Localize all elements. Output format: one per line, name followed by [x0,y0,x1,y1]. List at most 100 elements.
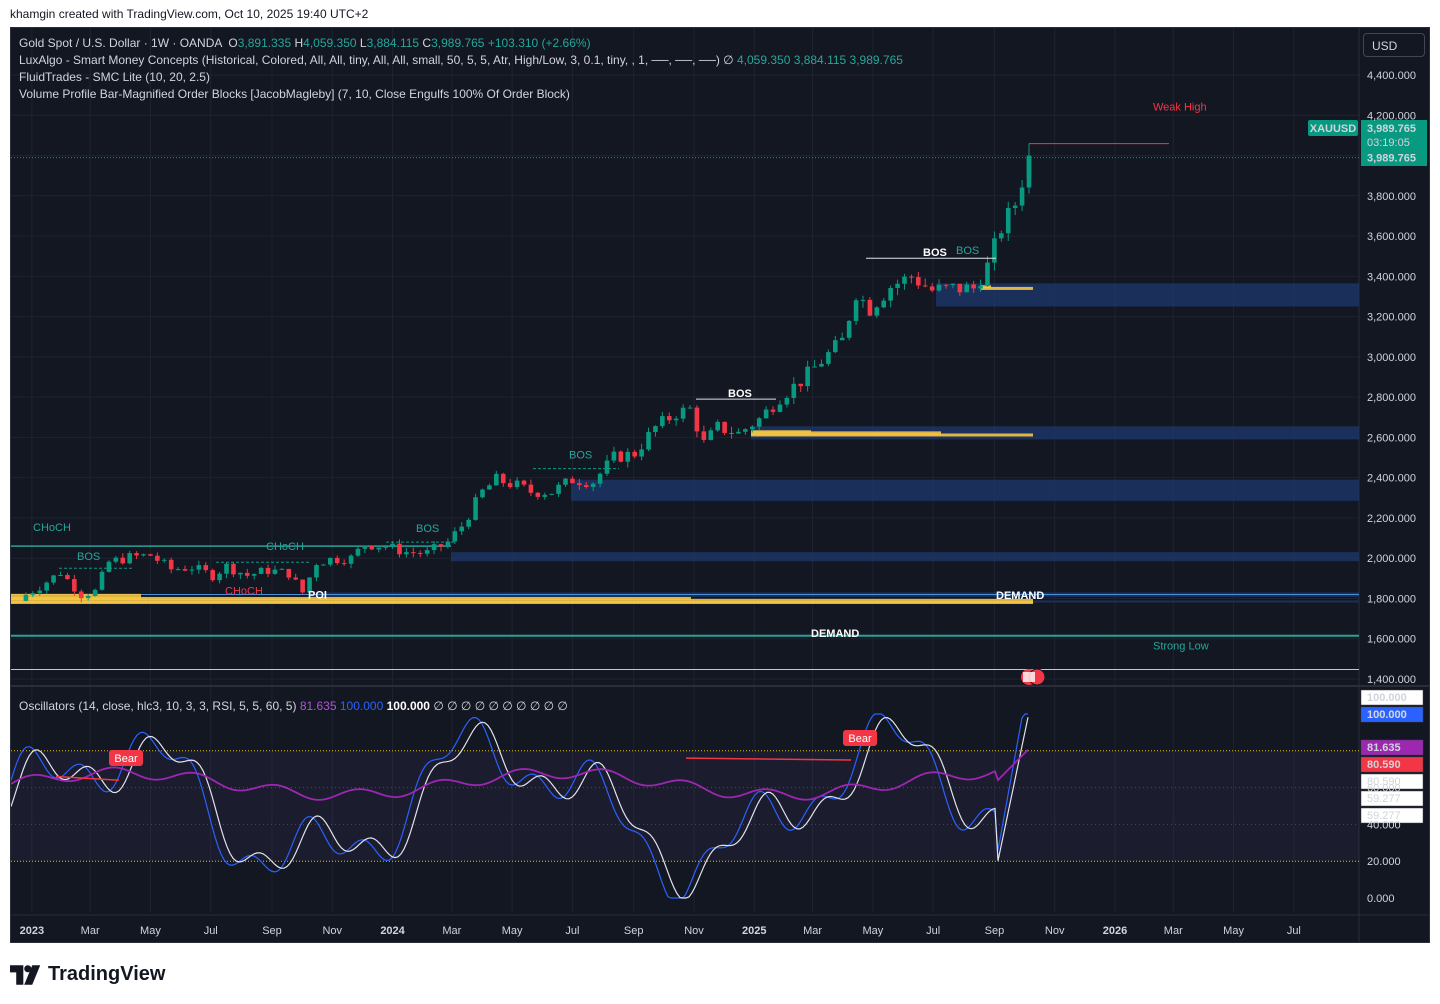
candle-body [666,416,672,421]
candle-body [943,284,949,286]
demand-label-upper: DEMAND [996,590,1044,602]
candle-body [148,554,153,556]
price-tick-label: 3,600.000 [1367,231,1416,243]
candle-body [867,299,873,316]
candle-body [992,238,997,263]
candle-body [106,561,112,572]
choch-label-large: CHoCH [33,522,71,534]
legend-open-label: O [228,36,238,50]
bos-label-2025b: BOS [956,245,979,257]
time-tick-label: Nov [1045,925,1065,937]
legend-oscillators[interactable]: Oscillators (14, close, hlc3, 10, 3, 3, … [19,699,568,713]
time-tick-label: Jul [565,925,579,937]
candle-body [929,286,935,291]
volume-bar [981,285,991,289]
candle-body [182,569,188,571]
candle-body [729,432,734,434]
tradingview-logo-icon [10,964,41,985]
time-tick-label: 2025 [742,925,766,937]
legend-osc-k: 100.000 [339,699,384,713]
candle-body [23,594,29,601]
legend-volume-profile[interactable]: Volume Profile Bar-Magnified Order Block… [19,87,570,101]
stoch-d-line [11,716,1029,899]
osc-value-tag: 100.000 [1367,709,1407,721]
candle-body [334,557,340,564]
candle-body [51,575,56,583]
candle-body [507,483,513,488]
candle-body [660,416,665,427]
symbol-tag-label: XAUUSD [1310,123,1357,135]
candle-body [646,432,651,450]
candle-body [369,545,375,550]
time-tick-label: Nov [322,925,342,937]
oscillator-pane [11,713,1359,899]
tradingview-logo[interactable]: TradingView [10,963,165,986]
candle-body [777,404,783,412]
candle-body [58,575,63,577]
candle-body [846,320,852,338]
legend-luxalgo-text: LuxAlgo - Smart Money Concepts (Historic… [19,53,734,67]
candle-body [860,299,866,301]
legend-symbol: Gold Spot / U.S. Dollar · 1W · OANDA [19,36,222,50]
price-candles [23,143,1032,603]
volume-profile-bars [11,285,1033,604]
candle-body [459,526,465,532]
legend-main[interactable]: Gold Spot / U.S. Dollar · 1W · OANDA O3,… [19,36,591,50]
candle-body [632,451,637,457]
legend-high-label: H [294,36,304,50]
candle-body [687,407,693,409]
candle-body [653,426,658,433]
candle-body [784,397,790,405]
candle-body [258,567,264,574]
candle-body [404,552,409,555]
chart-canvas[interactable]: CHoCH BOS BOS BOS BOS BOS BOS CHoCH CHoCH POI DEMA… [11,28,1430,943]
candle-body [708,430,714,440]
osc-tick-label: 40.000 [1367,819,1401,831]
time-tick-label: Sep [262,925,282,937]
time-tick-label: 2026 [1103,925,1127,937]
order-block-zone [571,479,1359,501]
osc-value-tag-bg [1360,790,1424,807]
choch-label-2023: CHoCH [266,541,304,553]
candle-body [694,407,700,432]
currency-button[interactable]: USD [1363,33,1425,57]
candle-body [680,407,686,419]
candle-body [355,548,361,556]
candle-body [78,591,84,599]
candle-body [1012,205,1018,208]
candle-body [383,546,388,548]
candle-body [556,484,561,494]
volume-bar [751,431,941,436]
osc-value-tag-bg [1360,706,1424,723]
candle-body [175,569,181,571]
legend-high: 4,059.350 [303,36,357,50]
candle-body [805,366,810,387]
legend-osc-text: Oscillators (14, close, hlc3, 10, 3, 3, … [19,699,297,713]
candle-body [92,589,98,596]
candle-body [521,480,527,485]
candle-body [196,565,202,570]
time-tick-label: Mar [442,925,461,937]
bear-divergence-line [55,775,120,781]
candle-body [514,480,520,488]
candle-body [411,552,416,554]
candle-body [307,577,312,593]
rsi-line [11,749,1029,801]
candle-body [763,409,769,419]
legend-luxalgo-values: 4,059.350 3,884.115 3,989.765 [736,53,903,67]
legend-osc-d: 100.000 [386,699,430,713]
stoch-k-line [11,713,1028,899]
legend-fluidtrades[interactable]: FluidTrades - SMC Lite (10, 20, 2.5) [19,70,210,84]
candle-body [231,563,236,575]
price-tick-label: 1,400.000 [1367,674,1416,686]
candle-body [210,570,215,581]
legend-luxalgo[interactable]: LuxAlgo - Smart Money Concepts (Historic… [19,53,903,67]
candle-body [30,593,36,595]
candle-body [300,579,305,593]
bos-label-2025: BOS [923,247,947,259]
price-tick-label: 4,400.000 [1367,70,1416,82]
candle-body [985,262,990,287]
candle-body [487,485,492,490]
legend-osc-rsi: 81.635 [299,699,337,713]
chart-frame[interactable]: CHoCH BOS BOS BOS BOS BOS BOS CHoCH CHoCH POI DEMA… [10,27,1430,943]
